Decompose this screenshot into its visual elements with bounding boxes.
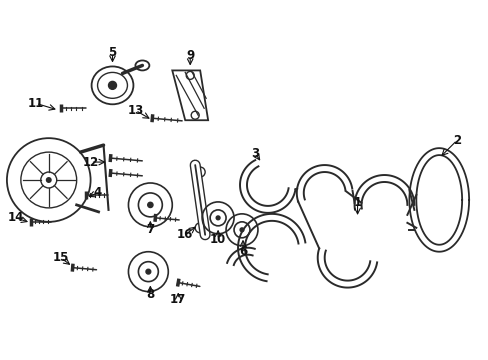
Text: 1: 1 — [353, 197, 361, 210]
Text: 11: 11 — [28, 97, 44, 110]
Text: 15: 15 — [52, 251, 69, 264]
Text: 13: 13 — [127, 104, 143, 117]
Text: 4: 4 — [93, 186, 102, 199]
Text: 14: 14 — [8, 211, 24, 224]
Circle shape — [146, 269, 150, 274]
Text: 9: 9 — [186, 49, 194, 62]
Circle shape — [46, 177, 52, 183]
Circle shape — [147, 202, 153, 207]
Text: 16: 16 — [177, 228, 193, 241]
Text: 12: 12 — [82, 156, 99, 168]
Text: 10: 10 — [209, 233, 226, 246]
Text: 7: 7 — [146, 223, 154, 236]
Text: 17: 17 — [170, 293, 186, 306]
Text: 6: 6 — [239, 245, 246, 258]
Text: 8: 8 — [146, 288, 154, 301]
Circle shape — [216, 216, 220, 220]
Text: 3: 3 — [250, 147, 259, 159]
Text: 2: 2 — [452, 134, 460, 147]
Ellipse shape — [108, 81, 116, 89]
Text: 5: 5 — [108, 46, 117, 59]
Circle shape — [240, 228, 244, 232]
